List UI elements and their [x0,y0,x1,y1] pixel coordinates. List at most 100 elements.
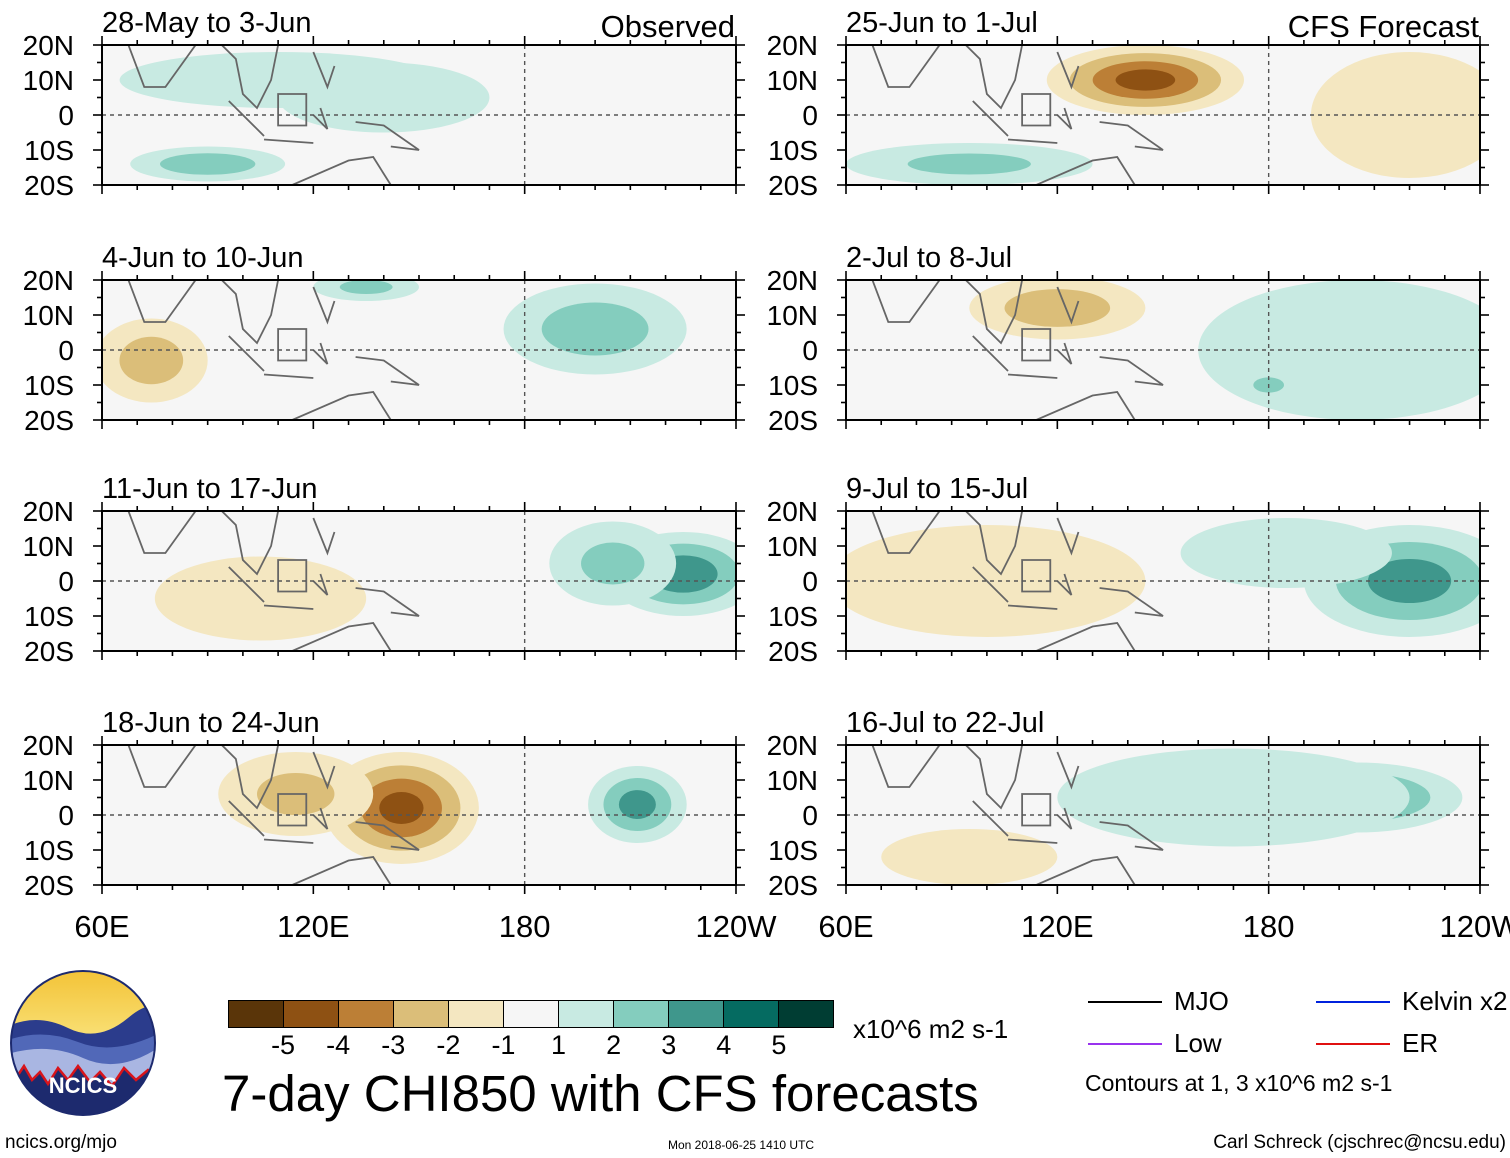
x-tick-label: 180 [499,909,551,944]
panel-title: 16-Jul to 22-Jul [846,707,1044,739]
logo-text: NCICS [49,1073,117,1098]
chi-anomaly-shading [618,790,656,819]
y-tick-label: 20N [23,496,74,527]
chi-anomaly-shading [907,153,1031,175]
y-tick-label: 10S [24,370,74,401]
legend-item-low: Low [1088,1028,1222,1059]
legend-line [1088,1042,1162,1045]
colorbar [228,1000,834,1028]
y-tick-label: 10S [768,601,818,632]
panel-title: 25-Jun to 1-Jul [846,7,1038,39]
chi-anomaly-shading [581,542,645,585]
y-tick-label: 10S [768,835,818,866]
panel-obs2: 20N 10N 0 10S 20S 4-Jun to 10-Jun [23,242,745,436]
panel-title: 9-Jul to 15-Jul [846,473,1028,505]
coastline [127,45,420,185]
colorbar-tick-label: 3 [661,1030,677,1060]
y-tick-label: 10S [24,135,74,166]
colorbar-swatch [284,1001,339,1027]
legend-label: ER [1402,1028,1439,1058]
colorbar-ticks: -5 -4 -3 -2 -1 1 2 3 4 5 [228,1030,834,1064]
panel-title: 11-Jun to 17-Jun [102,473,318,505]
y-tick-label: 20N [767,30,818,61]
y-tick-label: 10N [767,765,818,796]
chi-anomaly-shading [1310,52,1480,178]
y-tick-label: 20N [767,496,818,527]
panel-fcst4: 20N 10N 0 10S 20S 16-Jul to 22-Jul 60E 120E 180 1… [767,707,1510,944]
y-tick-label: 20S [768,405,818,436]
y-tick-label: 10N [23,765,74,796]
contour-legend: MJO Kelvin x2 Low ER [1080,986,1508,1096]
colorbar-tick-label: 4 [716,1030,732,1060]
chi-anomaly-shading [159,153,256,175]
y-tick-label: 10N [23,531,74,562]
legend-line [1088,1000,1162,1003]
panel-fcst1: 20N 10N 0 10S 20S 25-Jun to 1-Jul CFS Forecast [767,7,1489,201]
colorbar-swatch [559,1001,614,1027]
chi-anomaly-shading [1115,69,1176,91]
chi-anomaly-shading [1180,518,1392,588]
legend-line [1316,1000,1390,1003]
ncics-logo: NCICS [8,968,158,1123]
x-tick-label: 60E [818,909,873,944]
coastline [871,511,1164,651]
colorbar-units: x10^6 m2 s-1 [853,1014,1009,1044]
coastline [127,511,420,651]
colorbar-tick-label: 5 [771,1030,787,1060]
y-tick-label: 20S [24,405,74,436]
legend-line [1316,1042,1390,1045]
ncics-logo-icon: NCICS [10,970,156,1116]
coastline [871,280,1164,420]
y-tick-label: 20S [24,170,74,201]
panel-obs1: 20N 10N 0 10S 20S 28-May to 3-Jun Observed [23,7,745,201]
chi-anomaly-shading [278,62,490,133]
y-tick-label: 0 [58,800,74,831]
colorbar-swatch [724,1001,779,1027]
column-title: Observed [601,9,735,44]
footer-url[interactable]: ncics.org/mjo [5,1132,117,1153]
x-tick-label: 60E [74,909,129,944]
y-tick-label: 20S [768,636,818,667]
panel-title: 18-Jun to 24-Jun [102,707,320,739]
panel-obs3: 20N 10N 0 10S 20S 11-Jun to 17-Jun [23,473,745,667]
y-tick-label: 10S [768,135,818,166]
y-tick-label: 10S [24,835,74,866]
legend-item-mjo: MJO [1088,986,1229,1017]
legend-label: MJO [1174,986,1229,1016]
y-tick-label: 10S [24,601,74,632]
y-tick-label: 10N [767,300,818,331]
y-tick-label: 10N [767,531,818,562]
colorbar-tick-label: 2 [606,1030,622,1060]
x-tick-label: 120E [1021,909,1093,944]
y-tick-label: 20S [768,170,818,201]
y-tick-label: 0 [802,100,818,131]
panel-title: 28-May to 3-Jun [102,7,312,39]
y-tick-label: 20N [767,265,818,296]
x-tick-label: 120W [696,909,778,944]
footer-timestamp: Mon 2018-06-25 1410 UTC [668,1138,815,1152]
x-tick-label: 180 [1243,909,1295,944]
y-tick-label: 10N [23,65,74,96]
legend-label: Low [1174,1028,1222,1058]
panel-title: 4-Jun to 10-Jun [102,242,304,274]
chart-panels: 20N 10N 0 10S 20S 28-May to 3-Jun Observed 20N 1… [23,7,1510,944]
coastline [127,745,420,885]
y-tick-label: 0 [802,335,818,366]
x-tick-label: 120W [1440,909,1510,944]
y-tick-label: 0 [58,335,74,366]
y-tick-label: 20S [24,636,74,667]
panel-fcst3: 20N 10N 0 10S 20S 9-Jul to 15-Jul [767,473,1489,667]
y-tick-label: 20N [23,730,74,761]
y-tick-label: 20N [23,265,74,296]
chi-anomaly-shading [1057,748,1410,847]
colorbar-tick-label: -3 [381,1030,406,1060]
y-tick-label: 0 [802,566,818,597]
column-title: CFS Forecast [1288,9,1480,44]
contour-note: Contours at 1, 3 x10^6 m2 s-1 [1085,1070,1393,1096]
chi-anomaly-shading [339,280,393,294]
chi-anomaly-shading [379,792,424,824]
y-tick-label: 0 [802,800,818,831]
chart-title: 7-day CHI850 with CFS forecasts [222,1065,979,1122]
colorbar-swatch [394,1001,449,1027]
colorbar-swatch [779,1001,833,1027]
